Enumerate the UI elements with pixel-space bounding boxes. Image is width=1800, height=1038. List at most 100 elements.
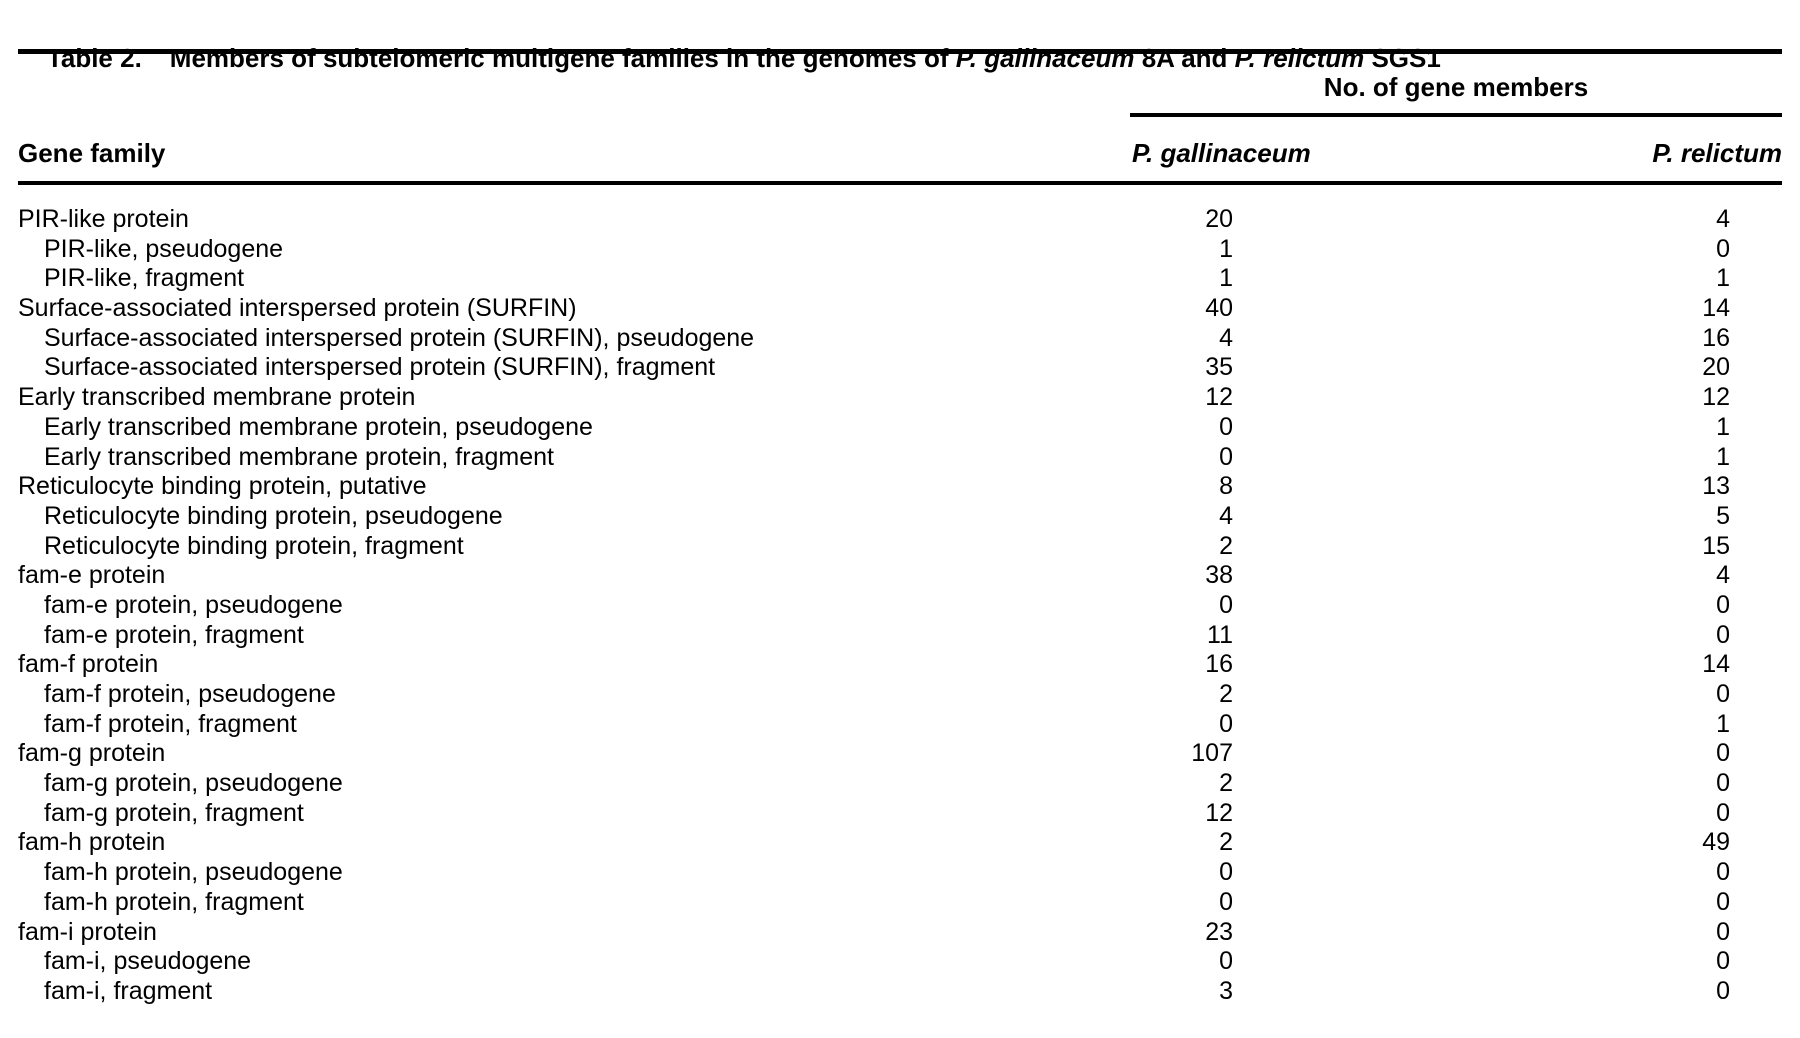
p-relictum-count-cell: 0 [1716, 798, 1730, 827]
table-row: fam-i protein 23 0 [0, 918, 1800, 948]
table-row: fam-g protein, pseudogene 2 0 [0, 769, 1800, 799]
table-row: PIR-like, pseudogene 1 0 [0, 235, 1800, 265]
p-gallinaceum-count-cell: 0 [1219, 947, 1233, 976]
p-relictum-count-cell: 0 [1716, 234, 1730, 263]
p-relictum-count-cell: 0 [1716, 769, 1730, 798]
table-row: Surface-associated interspersed protein … [0, 324, 1800, 354]
p-relictum-count-cell: 0 [1716, 680, 1730, 708]
p-gallinaceum-count-cell: 0 [1219, 709, 1233, 738]
gene-family-cell: fam-h protein, fragment [44, 887, 304, 916]
gene-family-cell: fam-i protein [18, 917, 157, 946]
table-row: fam-h protein, fragment 0 0 [0, 888, 1800, 918]
gene-family-cell: Surface-associated interspersed protein … [44, 353, 716, 382]
gene-family-cell: Reticulocyte binding protein, putative [18, 472, 427, 501]
p-gallinaceum-count-cell: 2 [1219, 769, 1233, 798]
p-gallinaceum-count-cell: 20 [1205, 205, 1233, 233]
gene-family-cell: fam-e protein [18, 561, 166, 590]
caption-text-1: Members of subtelomeric multigene famili… [169, 43, 956, 73]
gene-family-cell: fam-h protein [18, 828, 166, 857]
p-relictum-count-cell: 1 [1716, 264, 1730, 293]
p-gallinaceum-count-cell: 35 [1205, 353, 1233, 382]
p-gallinaceum-count-cell: 107 [1191, 739, 1233, 768]
p-relictum-count-cell: 49 [1702, 828, 1730, 857]
p-gallinaceum-count-cell: 16 [1205, 650, 1233, 679]
p-relictum-count-cell: 4 [1716, 561, 1730, 590]
p-gallinaceum-count-cell: 2 [1219, 680, 1233, 708]
table-row: fam-f protein, fragment 0 1 [0, 710, 1800, 740]
p-relictum-count-cell: 20 [1702, 353, 1730, 382]
p-gallinaceum-count-cell: 4 [1219, 323, 1233, 352]
p-gallinaceum-count-cell: 40 [1205, 294, 1233, 323]
p-gallinaceum-count-cell: 0 [1219, 887, 1233, 916]
gene-family-cell: Early transcribed membrane protein, frag… [44, 442, 554, 471]
top-rule [18, 49, 1782, 54]
gene-family-cell: Reticulocyte binding protein, pseudogene [44, 501, 503, 530]
p-gallinaceum-count-cell: 23 [1205, 917, 1233, 946]
gene-family-cell: fam-e protein, fragment [44, 620, 304, 649]
caption-text-3: SGS1 [1364, 43, 1441, 73]
p-gallinaceum-count-cell: 1 [1219, 234, 1233, 263]
p-gallinaceum-count-cell: 12 [1205, 383, 1233, 412]
gene-family-cell: fam-g protein, fragment [44, 798, 304, 827]
table-row: PIR-like protein 20 4 [0, 205, 1800, 235]
table-caption: Table 2. Members of subtelomeric multigen… [18, 13, 1441, 103]
table-row: Surface-associated interspersed protein … [0, 353, 1800, 383]
p-gallinaceum-count-cell: 2 [1219, 828, 1233, 857]
table-row: fam-e protein 38 4 [0, 561, 1800, 591]
p-relictum-count-cell: 14 [1702, 650, 1730, 679]
gene-family-cell: fam-f protein, pseudogene [44, 680, 336, 708]
caption-species-1: P. gallinaceum [955, 43, 1135, 73]
p-relictum-count-cell: 5 [1716, 501, 1730, 530]
p-gallinaceum-count-cell: 0 [1219, 590, 1233, 619]
gene-family-cell: fam-e protein, pseudogene [44, 590, 343, 619]
p-gallinaceum-count-cell: 4 [1219, 501, 1233, 530]
p-relictum-count-cell: 0 [1716, 858, 1730, 887]
p-gallinaceum-count-cell: 11 [1207, 620, 1233, 649]
gene-family-cell: fam-f protein, fragment [44, 709, 297, 738]
p-gallinaceum-count-cell: 8 [1219, 472, 1233, 501]
p-relictum-count-cell: 13 [1702, 472, 1730, 501]
caption-species-2: P. relictum [1234, 43, 1365, 73]
gene-family-cell: Surface-associated interspersed protein … [18, 294, 577, 323]
p-relictum-count-cell: 1 [1716, 412, 1730, 441]
p-relictum-count-cell: 0 [1716, 947, 1730, 976]
gene-family-cell: fam-i, pseudogene [44, 947, 252, 976]
table-row: Reticulocyte binding protein, putative 8 1… [0, 472, 1800, 502]
p-relictum-count-cell: 0 [1716, 739, 1730, 768]
table-row: Early transcribed membrane protein, pseu… [0, 413, 1800, 443]
p-relictum-count-cell: 14 [1702, 294, 1730, 323]
column-group-rule [1130, 113, 1782, 117]
table-row: fam-h protein 2 49 [0, 828, 1800, 858]
gene-family-cell: PIR-like, fragment [44, 264, 245, 293]
table-row: PIR-like, fragment 1 1 [0, 264, 1800, 294]
table-row: fam-g protein 107 0 [0, 739, 1800, 769]
caption-text-2: 8A and [1134, 43, 1235, 73]
p-relictum-count-cell: 0 [1716, 887, 1730, 916]
p-gallinaceum-count-cell: 2 [1219, 531, 1233, 560]
gene-family-cell: fam-h protein, pseudogene [44, 858, 343, 887]
p-gallinaceum-count-cell: 3 [1219, 976, 1233, 1005]
table-row: fam-i, fragment 3 0 [0, 977, 1800, 1007]
table-row: Reticulocyte binding protein, pseudogene… [0, 502, 1800, 532]
gene-family-cell: fam-f protein [18, 650, 159, 679]
p-relictum-count-cell: 0 [1716, 976, 1730, 1005]
table-row: Reticulocyte binding protein, fragment 2 1… [0, 532, 1800, 562]
p-relictum-count-cell: 12 [1702, 383, 1730, 412]
gene-family-cell: fam-g protein [18, 739, 166, 768]
table-row: fam-e protein, pseudogene 0 0 [0, 591, 1800, 621]
gene-family-cell: Early transcribed membrane protein [18, 383, 416, 412]
p-gallinaceum-count-cell: 38 [1205, 561, 1233, 590]
p-relictum-count-cell: 15 [1702, 531, 1730, 560]
column-group-header: No. of gene members [1323, 72, 1589, 102]
p-relictum-count-cell: 0 [1716, 917, 1730, 946]
gene-family-cell: fam-i, fragment [44, 976, 213, 1005]
table-row: fam-f protein 16 14 [0, 650, 1800, 680]
gene-family-cell: PIR-like protein [18, 205, 189, 233]
gene-family-cell: fam-g protein, pseudogene [44, 769, 343, 798]
table-row: fam-f protein, pseudogene 2 0 [0, 680, 1800, 710]
header-bottom-rule [18, 181, 1782, 185]
p-relictum-count-cell: 16 [1702, 323, 1730, 352]
p-gallinaceum-count-cell: 1 [1219, 264, 1233, 293]
p-relictum-count-cell: 0 [1716, 590, 1730, 619]
